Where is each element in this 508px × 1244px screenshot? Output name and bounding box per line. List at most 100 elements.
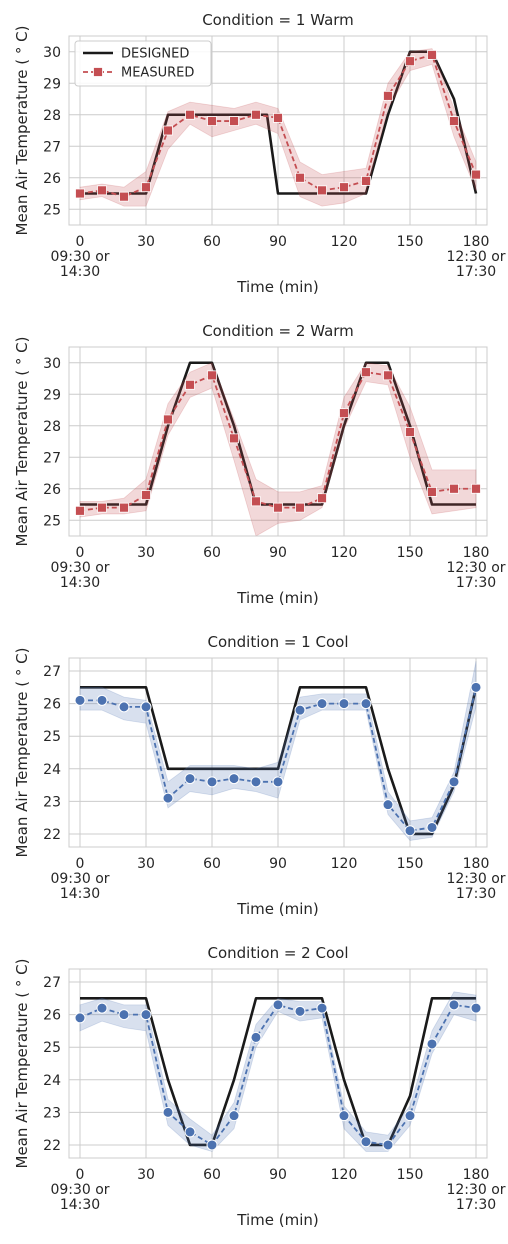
x-tick-label: 0 09:30 or 14:30 [50, 234, 109, 280]
data-point [206, 776, 218, 788]
data-point [316, 698, 328, 710]
y-tick-label: 30 [43, 45, 61, 61]
data-point [405, 427, 415, 437]
y-tick-label: 29 [43, 76, 61, 92]
x-tick-label-line: 30 [137, 856, 155, 872]
x-tick-label-line: 17:30 [456, 575, 496, 591]
y-tick-label: 28 [43, 108, 61, 124]
y-tick-label: 27 [43, 975, 61, 991]
legend: DESIGNED MEASURED [74, 40, 212, 87]
data-point [163, 414, 173, 425]
y-tick-label: 27 [43, 139, 61, 155]
x-tick-label-line: 60 [203, 856, 221, 872]
data-point [74, 1012, 86, 1024]
data-point [317, 493, 327, 504]
data-point [295, 172, 305, 183]
x-tick-label-line: 30 [137, 545, 155, 561]
y-tick-label: 30 [43, 356, 61, 372]
data-point [74, 694, 86, 706]
x-axis-label: Time (min) [236, 1211, 318, 1229]
x-tick-label: 0 09:30 or 14:30 [50, 545, 109, 591]
data-point [382, 1139, 394, 1151]
data-point [427, 50, 437, 60]
plot-frame [68, 657, 488, 848]
legend-label: DESIGNED [121, 47, 189, 62]
x-tick-label-line: 120 [331, 234, 358, 250]
data-point [251, 109, 261, 120]
y-tick-label: 25 [43, 513, 61, 529]
x-tick-label-line: 30 [137, 1167, 155, 1183]
data-point [294, 704, 306, 716]
data-point [97, 502, 107, 513]
chart-title: Condition = 1 Cool [208, 633, 349, 651]
gridlines [69, 347, 487, 536]
chart-title: Condition = 2 Cool [208, 944, 349, 962]
data-point [338, 698, 350, 710]
data-point [427, 486, 437, 497]
designed-line [80, 50, 478, 195]
legend-label: MEASURED [121, 66, 194, 81]
y-tick-label: 23 [43, 794, 61, 810]
x-tick-label-line: 09:30 or [50, 249, 109, 265]
x-tick-label-line: 12:30 or [446, 249, 505, 265]
designed-line [80, 997, 476, 1147]
x-tick-label-line: 180 [463, 856, 490, 872]
x-tick-label: 180 12:30 or 17:30 [446, 856, 505, 902]
x-tick-label: 30 [137, 545, 155, 561]
x-tick-label-line: 09:30 or [50, 1182, 109, 1198]
data-point [448, 776, 460, 788]
data-point [317, 185, 327, 196]
data-point [141, 182, 151, 193]
y-tick-label: 26 [43, 171, 61, 187]
data-point [448, 999, 460, 1011]
x-axis-label: Time (min) [236, 278, 318, 296]
x-tick-label-line: 120 [331, 545, 358, 561]
x-tick-label-line: 150 [397, 856, 424, 872]
x-tick-label: 30 [137, 234, 155, 250]
x-tick-label-line: 0 [76, 1167, 85, 1183]
data-point [383, 90, 393, 101]
data-point [251, 496, 261, 507]
x-tick-label-line: 90 [269, 545, 287, 561]
data-point [470, 681, 482, 693]
x-tick-label: 60 [203, 545, 221, 561]
data-point [75, 188, 85, 199]
x-tick-label: 90 [269, 1167, 287, 1183]
data-point [426, 821, 438, 833]
y-axis-label: Mean Air Temperature ( ° C) [13, 337, 31, 547]
x-tick-label-line: 150 [397, 545, 424, 561]
data-point [471, 483, 481, 494]
y-tick-label: 27 [43, 450, 61, 466]
y-tick-label: 26 [43, 482, 61, 498]
x-tick-label: 120 [331, 234, 358, 250]
y-axis-label: Mean Air Temperature ( ° C) [13, 26, 31, 236]
data-point [207, 116, 217, 126]
y-tick-label: 26 [43, 1008, 61, 1024]
x-axis-label: Time (min) [236, 900, 318, 918]
data-point [97, 185, 107, 196]
x-tick-label: 90 [269, 545, 287, 561]
data-point [360, 1136, 372, 1148]
data-point [75, 505, 85, 516]
x-tick-label-line: 60 [203, 545, 221, 561]
x-tick-label-line: 120 [331, 1167, 358, 1183]
data-point [206, 1139, 218, 1151]
data-point [96, 1002, 108, 1014]
confidence-band [79, 362, 477, 537]
data-point [449, 116, 459, 126]
data-point [338, 1110, 350, 1122]
data-point [140, 1009, 152, 1021]
data-point [272, 776, 284, 788]
y-axis-label: Mean Air Temperature ( ° C) [13, 648, 31, 858]
x-tick-label: 150 [397, 1167, 424, 1183]
data-point [118, 701, 130, 713]
x-tick-label: 60 [203, 234, 221, 250]
x-tick-label-line: 0 [76, 545, 85, 561]
x-tick-label: 180 12:30 or 17:30 [446, 234, 505, 280]
x-tick-label-line: 17:30 [456, 264, 496, 280]
x-tick-label-line: 0 [76, 234, 85, 250]
